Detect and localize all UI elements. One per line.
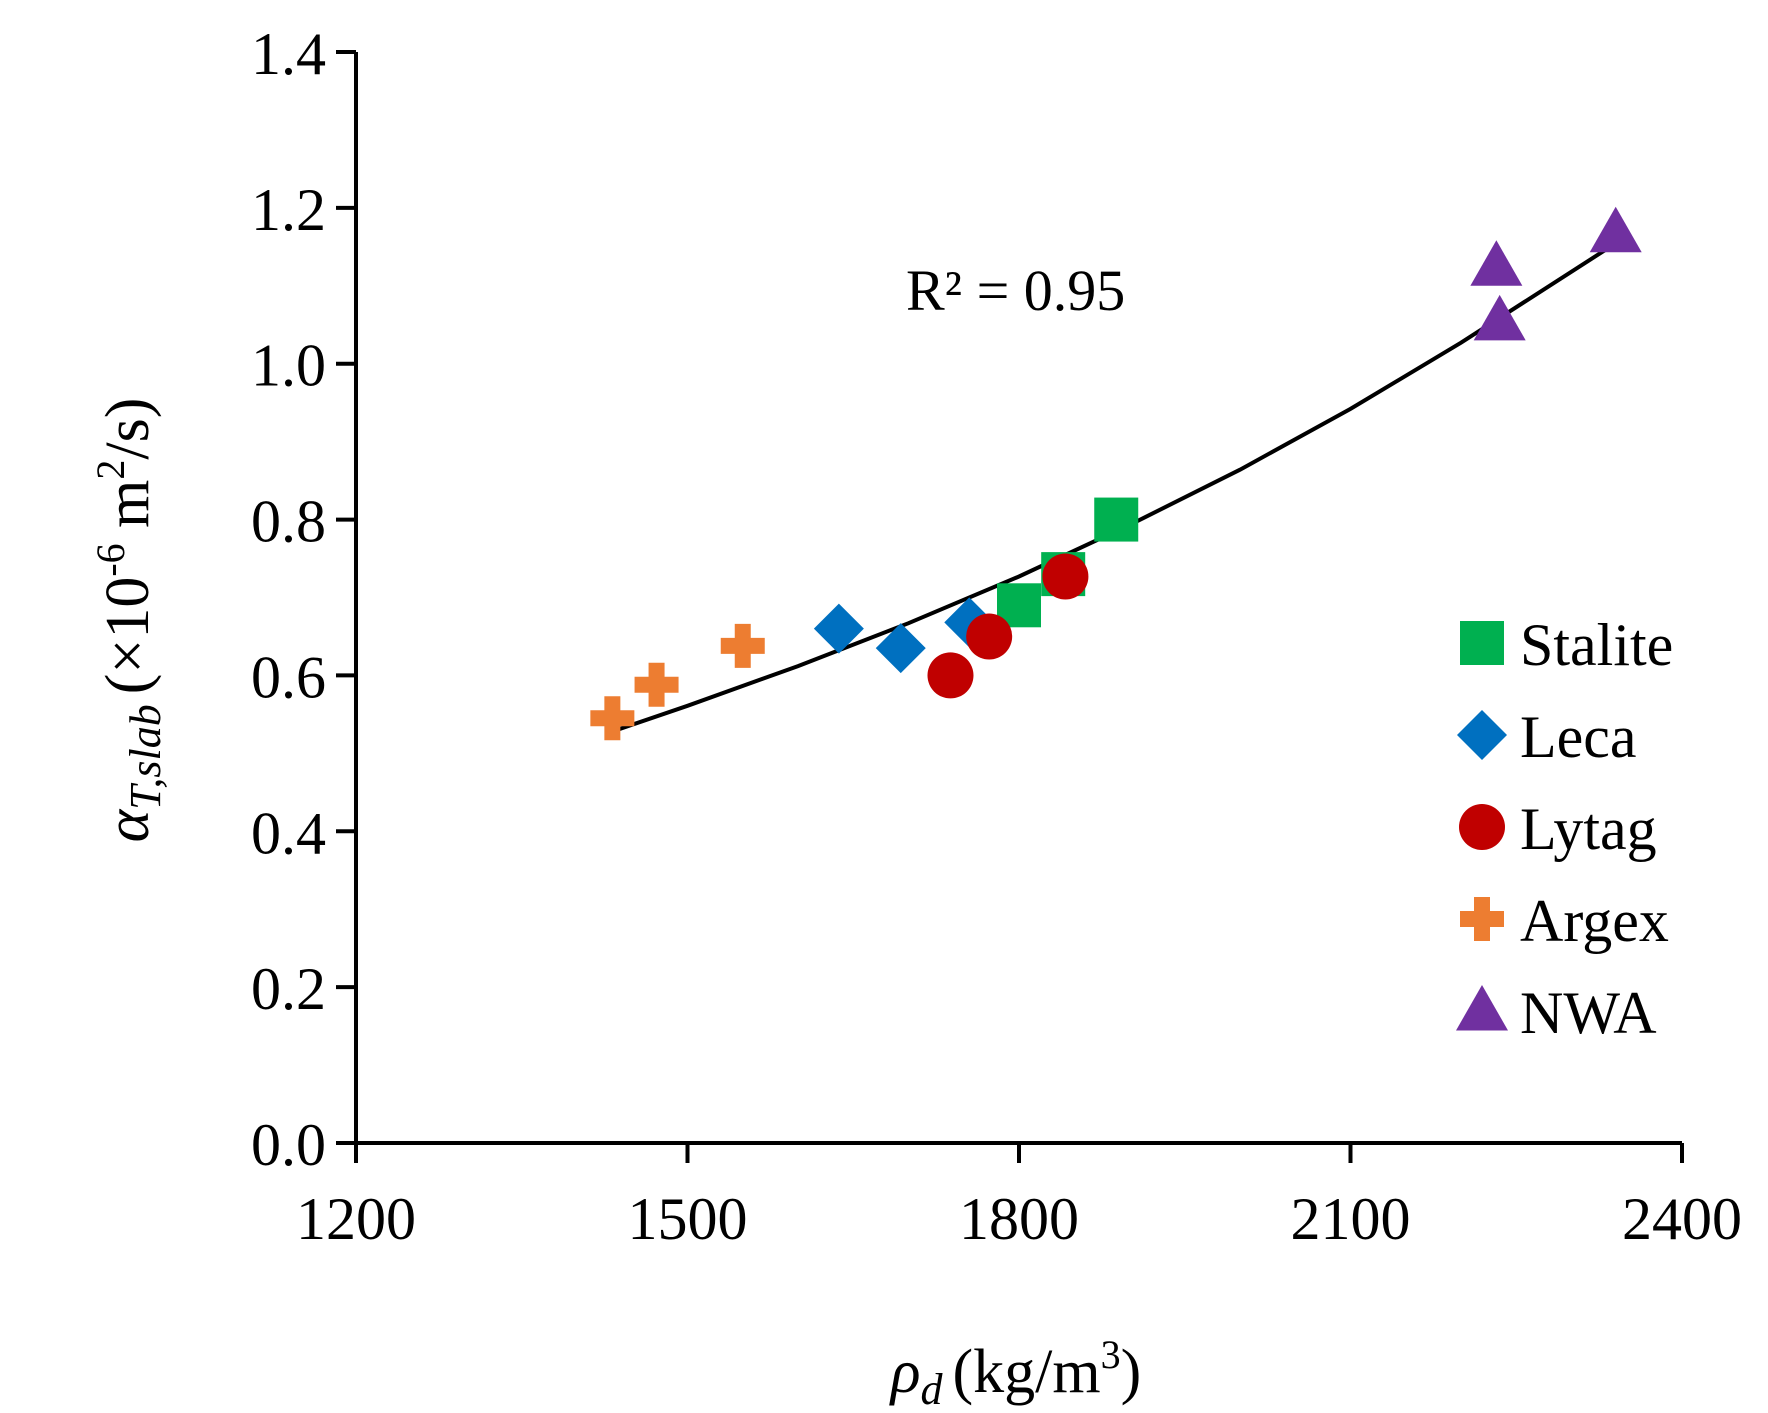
y-axis-units-close: /s) xyxy=(94,398,162,460)
axes: 0.0 0.2 0.4 0.6 0.8 1.0 1.2 1.4 1200 1500 1800 2100… xyxy=(251,21,1742,1252)
y-axis-units-exponent-2: 2 xyxy=(88,460,133,480)
x-axis-title: ρd (kg/m3) xyxy=(889,1332,1142,1413)
data-point-leca-1 xyxy=(813,603,864,654)
x-tick-label-1800: 1800 xyxy=(959,1186,1079,1252)
x-axis-units: (kg/m xyxy=(953,1338,1101,1406)
x-tick-label-1200: 1200 xyxy=(296,1186,416,1252)
x-tick-label-2400: 2400 xyxy=(1622,1186,1742,1252)
x-axis-subscript: d xyxy=(921,1365,944,1413)
legend-label-stalite: Stalite xyxy=(1520,612,1673,678)
legend-label-argex: Argex xyxy=(1520,888,1669,954)
data-point-stalite-3 xyxy=(1094,497,1139,542)
legend-marker-stalite xyxy=(1460,621,1504,665)
data-point-nwa-1 xyxy=(1470,240,1523,286)
data-point-leca-2 xyxy=(875,623,926,674)
data-points xyxy=(590,206,1642,741)
data-point-argex-1 xyxy=(590,696,635,741)
y-tick-label-0-8: 0.8 xyxy=(251,489,326,555)
x-axis-symbol: ρ xyxy=(889,1338,921,1406)
r-squared-annotation: R² = 0.95 xyxy=(906,258,1125,323)
legend-label-lytag: Lytag xyxy=(1520,796,1657,862)
y-tick-label-1-4: 1.4 xyxy=(251,21,326,87)
legend-label-leca: Leca xyxy=(1520,704,1637,770)
y-axis-units-exponent-1: -6 xyxy=(88,543,133,576)
y-tick-label-1-2: 1.2 xyxy=(251,177,326,243)
legend-marker-nwa xyxy=(1456,985,1508,1031)
data-point-lytag-3 xyxy=(1042,553,1089,600)
y-axis-units: (×10 xyxy=(94,577,162,695)
x-axis-units-close: ) xyxy=(1121,1338,1142,1406)
legend-marker-leca xyxy=(1457,710,1507,760)
y-tick-label-0-4: 0.4 xyxy=(251,800,326,866)
legend-marker-argex xyxy=(1460,897,1504,941)
data-point-nwa-3 xyxy=(1589,206,1642,253)
y-tick-label-0-6: 0.6 xyxy=(251,644,326,710)
data-point-argex-3 xyxy=(720,623,765,668)
legend-marker-lytag xyxy=(1459,804,1505,850)
y-tick-label-0-0: 0.0 xyxy=(251,1112,326,1178)
x-tick-label-2100: 2100 xyxy=(1291,1186,1411,1252)
data-point-lytag-2 xyxy=(966,613,1013,660)
y-axis-symbol: α xyxy=(94,808,162,842)
data-point-nwa-2 xyxy=(1473,294,1526,341)
data-point-argex-2 xyxy=(634,662,679,707)
legend: Stalite Leca Lytag Argex NWA xyxy=(1456,612,1673,1046)
y-tick-label-0-2: 0.2 xyxy=(251,956,326,1022)
y-axis-units-m: m xyxy=(94,480,162,544)
trendline-group xyxy=(611,245,1612,734)
y-tick-label-1-0: 1.0 xyxy=(251,333,326,399)
y-axis-title: αT,slab (×10-6 m2/s) xyxy=(88,398,170,843)
trendline xyxy=(611,245,1612,734)
data-point-lytag-1 xyxy=(927,652,974,699)
legend-label-nwa: NWA xyxy=(1520,980,1657,1046)
y-axis-subscript: T,slab xyxy=(121,704,170,810)
x-tick-label-1500: 1500 xyxy=(628,1186,748,1252)
x-axis-units-exponent: 3 xyxy=(1101,1332,1121,1377)
